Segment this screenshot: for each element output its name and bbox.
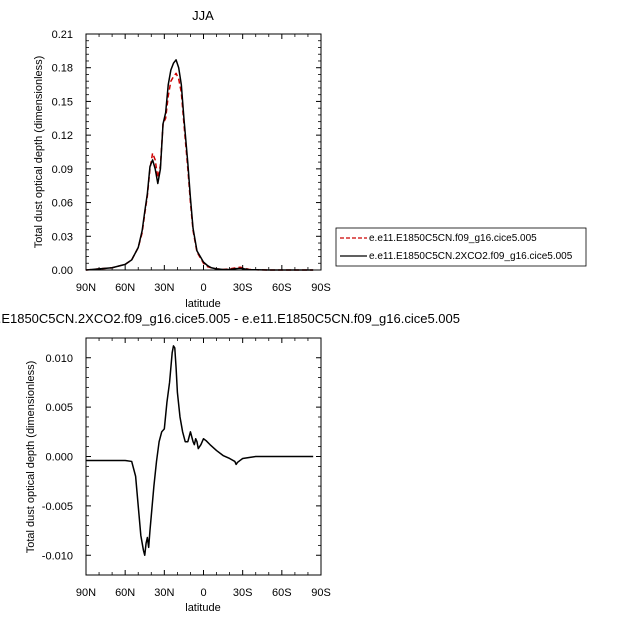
legend-box	[335, 227, 587, 267]
top-x-tick-label: 60S	[272, 282, 292, 294]
bottom-y-tick-label: 0.010	[45, 353, 73, 365]
top-series-line-0	[85, 72, 314, 271]
bottom-chart-title: e.e11.E1850C5CN.2XCO2.f09_g16.cice5.005 …	[0, 311, 460, 326]
top-x-axis-label: latitude	[185, 298, 220, 310]
top-x-tick-label: 30N	[154, 282, 174, 294]
top-y-tick-label: 0.15	[52, 96, 73, 108]
top-y-tick-label: 0.00	[52, 265, 73, 277]
legend-label-control: e.e11.E1850C5CN.f09_g16.cice5.005	[369, 233, 537, 244]
top-y-axis: 0.00 0.03 0.06 0.09 0.12 0.15 0.18 0.21	[52, 29, 321, 277]
top-y-tick-label: 0.09	[52, 164, 73, 176]
bottom-x-tick-label: 30N	[154, 587, 174, 599]
bottom-y-tick-label: 0.000	[45, 452, 73, 464]
bottom-y-axis: -0.010 -0.005 0.000 0.005 0.010	[42, 353, 321, 562]
bottom-plot-area	[86, 345, 314, 556]
bottom-x-tick-label: 30S	[233, 587, 253, 599]
top-y-tick-label: 0.18	[52, 63, 73, 75]
top-x-tick-label: 60N	[115, 282, 135, 294]
bottom-x-tick-label: 0	[200, 587, 206, 599]
bottom-y-tick-label: -0.010	[42, 550, 73, 562]
top-plot-frame	[85, 33, 322, 271]
bottom-panel: e.e11.E1850C5CN.2XCO2.f09_g16.cice5.005 …	[0, 311, 460, 614]
bottom-x-axis: 90N 60N 30N 0 30S 60S 90S	[76, 338, 331, 599]
top-x-tick-label: 90N	[76, 282, 96, 294]
bottom-x-tick-label: 90N	[76, 587, 96, 599]
bottom-series-line-0	[86, 345, 314, 556]
top-y-tick-label: 0.03	[52, 231, 73, 243]
bottom-x-tick-label: 60S	[272, 587, 292, 599]
top-x-axis: 90N 60N 30N 0 30S 60S 90S	[76, 34, 331, 294]
top-x-tick-label: 30S	[233, 282, 253, 294]
bottom-x-axis-label: latitude	[185, 602, 220, 614]
bottom-y-axis-label: Total dust optical depth (dimensionless)	[25, 361, 37, 554]
bottom-y-tick-label: 0.005	[45, 402, 73, 414]
top-x-tick-label: 90S	[311, 282, 331, 294]
legend-label-2xco2: e.e11.E1850C5CN.2XCO2.f09_g16.cice5.005	[369, 251, 573, 262]
top-x-tick-label: 0	[200, 282, 206, 294]
top-panel: JJA 0.00 0.03 0.06 0.09 0.12 0.15 0.18 0.21 90N…	[33, 8, 331, 310]
bottom-x-tick-label: 60N	[115, 587, 135, 599]
top-y-tick-label: 0.21	[52, 29, 73, 41]
top-plot-area	[85, 59, 314, 271]
top-y-tick-label: 0.12	[52, 130, 73, 142]
top-chart-title: JJA	[192, 8, 214, 23]
top-y-axis-label: Total dust optical depth (dimensionless)	[33, 56, 45, 249]
bottom-x-tick-label: 90S	[311, 587, 331, 599]
legend: e.e11.E1850C5CN.f09_g16.cice5.005 e.e11.…	[335, 227, 587, 267]
top-series-line-1	[85, 59, 314, 271]
top-y-tick-label: 0.06	[52, 198, 73, 210]
bottom-y-tick-label: -0.005	[42, 501, 73, 513]
